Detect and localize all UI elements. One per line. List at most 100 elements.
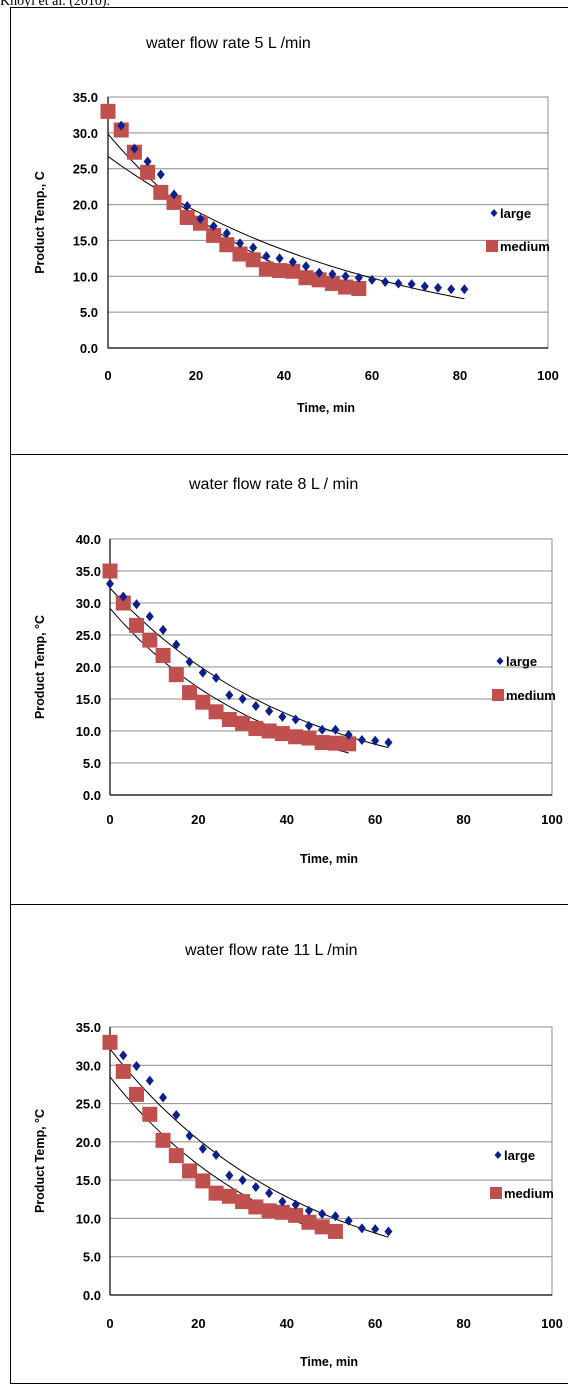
chart-2-x-tick-label: 80 [456,812,470,827]
chart-2-x-axis-label: Time, min [300,852,358,866]
chart-3-x-tick-label: 60 [368,1316,382,1331]
chart-1-point-large [447,284,456,295]
chart-3-x-tick-label: 80 [456,1316,470,1331]
chart-1-point-large [143,156,152,167]
chart-2-point-medium [129,617,145,633]
chart-panel-1: water flow rate 5 L /min 0.0 5.0 10.0 15.0 20… [10,7,568,455]
chart-panel-3: water flow rate 11 L /min 0.0 5.0 10.0 15.0 2… [10,904,568,1384]
chart-3-point-large [384,1226,393,1237]
chart-1-point-medium [166,194,182,210]
chart-2-point-large [278,711,287,722]
chart-3-point-large [225,1170,234,1181]
chart-1-point-medium [232,246,248,262]
chart-3-point-large [212,1149,221,1160]
chart-3-point-medium [208,1185,224,1201]
chart-2-x-tick-label: 40 [280,812,294,827]
chart-3-point-medium [182,1163,198,1179]
chart-2-x-tick-label: 0 [106,812,113,827]
chart-2-legend-label-large: large [506,654,537,669]
chart-3-x-tick-label: 100 [541,1316,563,1331]
chart-1-point-large [460,284,469,295]
chart-1-point-medium [258,261,274,277]
chart-1-point-medium [100,103,116,119]
chart-1-point-medium [298,270,314,286]
chart-1-point-medium [153,184,169,200]
chart-2-y-tick-label: 10.0 [76,724,101,739]
chart-1-legend-marker-medium [486,240,498,252]
chart-1-legend-marker-large [490,209,498,217]
chart-2-point-large [291,714,300,725]
chart-1-point-medium [206,227,222,243]
chart-3-point-medium [142,1106,158,1122]
chart-3-legend-label-large: large [504,1148,535,1163]
chart-2-point-large [238,694,247,704]
chart-1-point-large [249,242,258,253]
chart-2-point-medium [235,715,251,731]
chart-1-point-large [262,251,271,262]
chart-2-point-medium [155,647,171,663]
chart-2-legend-marker-large [496,657,504,665]
chart-1-point-medium [338,279,354,295]
chart-3-point-large [198,1143,207,1154]
chart-1-point-medium [351,280,367,296]
chart-2-legend-label-medium: medium [506,688,556,703]
chart-3-point-medium [248,1199,264,1215]
chart-3-point-large [371,1224,380,1235]
chart-1-point-large [288,256,297,267]
chart-2-y-tick-label: 25.0 [76,628,101,643]
chart-1-y-tick-label: 30.0 [73,126,98,141]
chart-3-point-medium [301,1214,317,1230]
chart-2-y-tick-label: 15.0 [76,692,101,707]
chart-2-point-medium [182,685,198,701]
chart-2-point-large [304,720,313,731]
chart-2-x-tick-label: 60 [368,812,382,827]
chart-3-point-large [172,1110,181,1121]
chart-1-point-large [130,143,139,154]
chart-2-y-tick-label: 40.0 [76,532,101,547]
chart-3-point-medium [314,1219,330,1235]
chart-2-point-large [159,624,168,635]
chart-2-y-axis-label: Product Temp, °C [33,615,47,719]
chart-1-point-large [407,279,416,290]
chart-3-point-large [278,1196,287,1207]
chart-2-point-medium [341,736,357,752]
chart-panel-2: water flow rate 8 L / min 0.0 5.0 10.0 15.0 2… [10,454,568,905]
chart-3-trendline-large [109,1048,389,1238]
chart-1-point-large [209,221,218,232]
chart-1-point-medium [311,272,327,288]
chart-1-point-medium [179,209,195,225]
chart-2-svg: water flow rate 8 L / min 0.0 5.0 10.0 15.0 2… [33,476,563,866]
chart-3-point-large [265,1188,274,1199]
chart-2-x-tick-label: 100 [541,812,563,827]
chart-2-point-medium [102,563,118,579]
chart-3-point-medium [155,1132,171,1148]
chart-2-point-medium [168,667,184,683]
chart-1-svg: water flow rate 5 L /min 0.0 5.0 10.0 15.0 20… [33,35,559,415]
chart-3-point-large [291,1199,300,1210]
chart-1-point-large [222,228,231,239]
chart-1-point-large [275,253,284,264]
chart-3-legend-marker-medium [490,1187,502,1199]
chart-3-point-medium [327,1223,343,1239]
chart-1-x-tick-label: 20 [189,368,203,383]
chart-1-legend-label-medium: medium [500,239,550,254]
chart-3-point-medium [102,1034,118,1050]
chart-2-point-large [371,735,380,746]
chart-3-point-large [119,1050,128,1061]
chart-1-y-tick-label: 0.0 [80,341,98,356]
chart-2-point-large [265,706,274,717]
chart-1-point-large [117,120,126,131]
chart-1-point-large [315,267,324,278]
chart-3-x-tick-label: 0 [106,1316,113,1331]
chart-3-y-tick-label: 30.0 [76,1058,101,1073]
chart-1-y-tick-label: 5.0 [80,305,98,320]
chart-3-y-tick-label: 20.0 [76,1135,101,1150]
chart-2-point-medium [248,720,264,736]
chart-1-x-tick-label: 100 [537,368,559,383]
chart-3-point-large [185,1130,194,1141]
chart-3-point-medium [235,1194,251,1210]
chart-1-point-medium [285,263,301,279]
chart-1-y-axis-label: Product Temp., C [33,171,47,274]
chart-3-point-large [344,1215,353,1226]
chart-3-point-medium [274,1204,290,1220]
